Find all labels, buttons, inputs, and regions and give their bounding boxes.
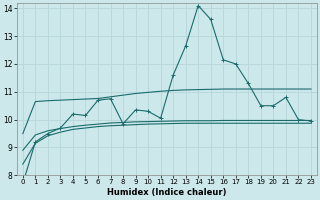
- X-axis label: Humidex (Indice chaleur): Humidex (Indice chaleur): [107, 188, 227, 197]
